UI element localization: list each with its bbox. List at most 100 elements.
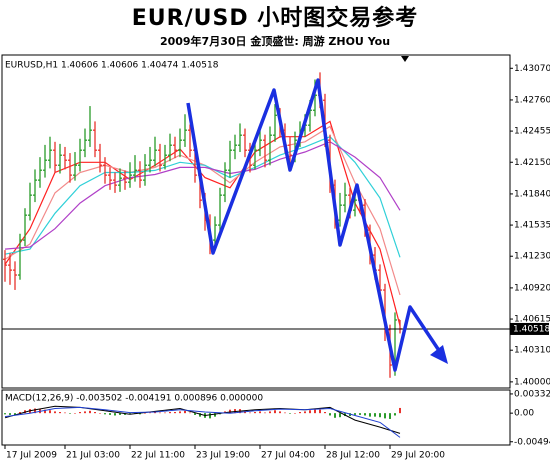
y-tick-label: 0.00	[514, 409, 534, 419]
y-tick-label: 1.42760	[514, 95, 550, 105]
histogram-bar	[314, 409, 316, 414]
y-tick-label: 1.41535	[514, 221, 550, 231]
histogram-bar	[274, 410, 276, 414]
histogram-bar	[109, 413, 111, 415]
plot-layer: 1.43070 1.42760 1.42455 1.42150 1.41840 1.415…	[2, 64, 550, 447]
histogram-bar	[259, 411, 261, 414]
histogram-bar	[19, 412, 21, 414]
x-tick-label: 21 Jul 03:00	[66, 451, 120, 461]
y-tick-label: 1.41230	[514, 252, 550, 262]
histogram-bar	[149, 412, 151, 414]
histogram-bar	[269, 411, 271, 414]
histogram-bar	[59, 412, 61, 414]
histogram-bar	[114, 413, 116, 416]
histogram-bar	[99, 413, 101, 414]
macd-panel	[1, 389, 511, 446]
histogram-bar	[174, 412, 176, 414]
histogram-bar	[374, 413, 376, 417]
histogram-bar	[154, 412, 156, 414]
histogram-bar	[369, 413, 371, 417]
price-panel	[1, 54, 511, 389]
histogram-bar	[54, 411, 56, 414]
histogram-bar	[194, 413, 196, 415]
line	[4, 120, 401, 326]
shift-marker	[401, 56, 409, 62]
y-tick-label: 1.42150	[514, 158, 550, 168]
histogram-bar	[384, 413, 386, 419]
histogram-bar	[34, 408, 36, 414]
x-tick-label: 17 Jul 2009	[6, 451, 57, 461]
y-tick-label: -0.00494	[514, 437, 550, 447]
histogram-bar	[304, 411, 306, 414]
histogram-bar	[129, 413, 131, 415]
line	[4, 405, 401, 434]
histogram-bar	[364, 413, 366, 416]
histogram-bar	[169, 412, 171, 414]
y-tick-label: 1.43070	[514, 64, 550, 74]
histogram-bar	[144, 413, 146, 414]
histogram-bar	[339, 413, 341, 418]
histogram-bar	[79, 412, 81, 414]
histogram-bar	[229, 409, 231, 414]
histogram-bar	[189, 412, 191, 414]
line	[4, 141, 401, 250]
histogram-bar	[4, 413, 6, 415]
price-legend: EURUSD,H1 1.40606 1.40606 1.40474 1.4051…	[5, 61, 219, 71]
histogram-bar	[399, 407, 401, 414]
histogram-bar	[389, 413, 391, 419]
x-tick-label: 27 Jul 04:00	[261, 451, 315, 461]
histogram-bar	[279, 411, 281, 414]
histogram-bar	[394, 413, 396, 416]
histogram-bar	[289, 413, 291, 414]
line	[4, 406, 401, 438]
histogram-bar	[214, 413, 216, 417]
last-price-box	[510, 322, 549, 335]
histogram-bar	[44, 409, 46, 414]
histogram-bar	[184, 410, 186, 414]
trend-zigzag	[186, 78, 442, 372]
histogram-bar	[254, 412, 256, 414]
histogram-bar	[329, 413, 331, 416]
x-tick-label: 23 Jul 19:00	[196, 451, 250, 461]
histogram-bar	[119, 413, 121, 415]
histogram-bar	[199, 413, 201, 417]
y-tick-label: 1.40000	[514, 377, 550, 387]
histogram-bar	[359, 413, 361, 415]
macd-legend: MACD(12,26,9) -0.003502 -0.004191 0.0008…	[5, 394, 263, 404]
x-tick-label: 22 Jul 11:00	[131, 451, 185, 461]
histogram-bar	[9, 413, 11, 415]
histogram-bar	[249, 412, 251, 414]
histogram-bar	[64, 412, 66, 414]
annotation	[186, 78, 448, 372]
histogram-bar	[159, 412, 161, 414]
histogram-bar	[74, 413, 76, 414]
histogram-bar	[284, 412, 286, 414]
line	[4, 135, 401, 258]
histogram-bar	[89, 410, 91, 414]
histogram-bar	[139, 413, 141, 415]
histogram-bar	[379, 413, 381, 418]
x-tick-label: 29 Jul 20:00	[391, 451, 445, 461]
y-tick-label: 1.42455	[514, 127, 550, 137]
histogram-bar	[49, 410, 51, 414]
chart-subtitle: 2009年7月30日 金顶盛世: 周游 ZHOU You	[160, 34, 390, 48]
y-tick-label: 1.40310	[514, 346, 550, 356]
chart-title: EUR/USD 小时图交易参考	[132, 5, 419, 31]
histogram-bar	[264, 412, 266, 414]
histogram-bar	[294, 413, 296, 414]
histogram-bar	[84, 411, 86, 414]
histogram-bar	[209, 413, 211, 419]
histogram-bar	[14, 413, 16, 415]
histogram-bar	[299, 412, 301, 414]
histogram-bar	[354, 413, 356, 415]
histogram-bar	[319, 409, 321, 414]
y-tick-label: 1.40920	[514, 283, 550, 293]
x-tick-label: 28 Jul 12:00	[326, 451, 380, 461]
histogram-bar	[334, 413, 336, 418]
histogram-bar	[179, 411, 181, 414]
histogram-bar	[324, 412, 326, 414]
histogram-bar	[104, 413, 106, 415]
histogram-bar	[69, 413, 71, 414]
histogram-bar	[164, 412, 166, 414]
